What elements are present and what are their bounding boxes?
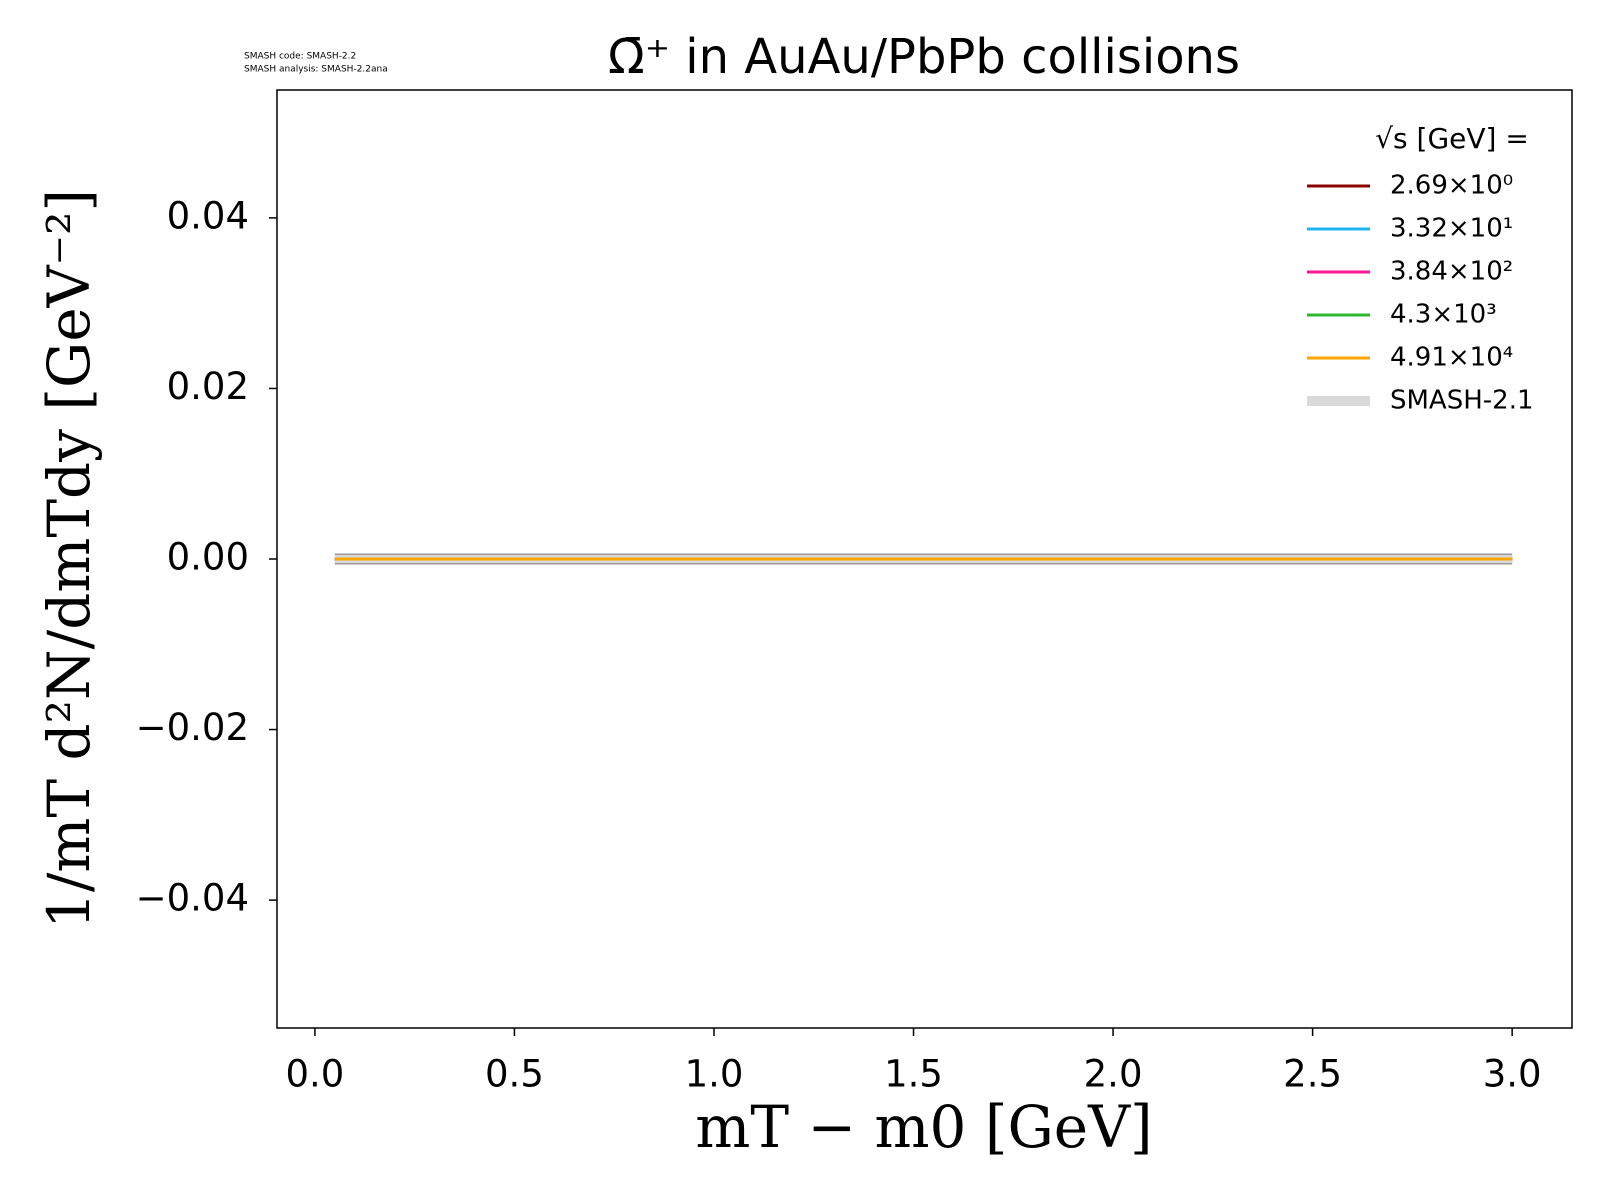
x-tick-label: 1.5 <box>884 1053 943 1096</box>
legend-label: 4.91×10⁴ <box>1390 343 1513 373</box>
legend-label: 2.69×10⁰ <box>1390 171 1513 201</box>
x-tick-label: 1.0 <box>685 1053 744 1096</box>
x-tick-label: 2.5 <box>1283 1053 1342 1096</box>
y-tick-label: −0.02 <box>136 706 249 749</box>
x-tick-label: 0.0 <box>285 1053 344 1096</box>
y-tick-label: 0.02 <box>167 365 249 408</box>
annotation: SMASH analysis: SMASH-2.2ana <box>244 65 388 75</box>
legend-title: √s [GeV] = <box>1375 122 1529 155</box>
x-tick-label: 3.0 <box>1483 1053 1542 1096</box>
y-tick-label: −0.04 <box>136 877 249 920</box>
legend-label: 3.84×10² <box>1390 257 1513 287</box>
plot-frame <box>276 89 1573 1029</box>
chart-title: Ω̄⁺ in AuAu/PbPb collisions <box>608 29 1240 85</box>
legend-label: 3.32×10¹ <box>1390 214 1513 244</box>
legend-label: SMASH-2.1 <box>1390 386 1534 416</box>
x-tick-label: 2.0 <box>1084 1053 1143 1096</box>
legend-label: 4.3×10³ <box>1390 300 1497 330</box>
annotation: SMASH code: SMASH-2.2 <box>244 52 356 62</box>
y-axis-label: 1/mT d²N/dmTdy [GeV⁻²] <box>35 189 103 929</box>
x-tick-label: 0.5 <box>485 1053 544 1096</box>
y-tick-label: 0.04 <box>167 194 249 237</box>
x-axis-label: mT − m0 [GeV] <box>695 1093 1152 1161</box>
y-tick-label: 0.00 <box>167 536 249 579</box>
